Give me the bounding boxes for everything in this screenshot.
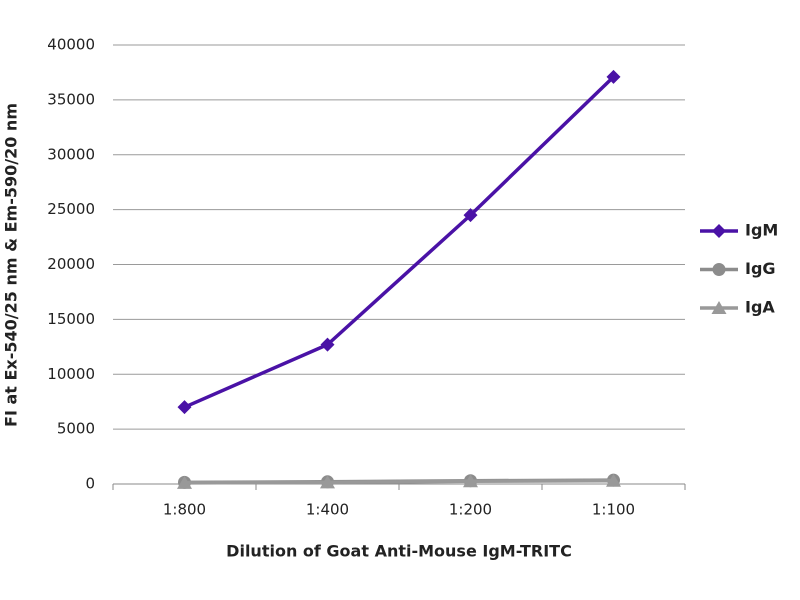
x-tick-label: 1:200	[449, 501, 492, 519]
data-point	[320, 475, 335, 489]
data-point	[606, 473, 621, 487]
series-line	[183, 75, 615, 409]
legend-label: IgA	[745, 298, 775, 317]
data-point	[320, 337, 335, 352]
y-tick-label: 30000	[47, 145, 95, 163]
y-tick-label: 5000	[57, 420, 95, 438]
x-tick-label: 1:800	[163, 501, 206, 519]
series-line	[184, 478, 614, 485]
y-tick-label: 0	[85, 475, 95, 493]
y-tick-label: 15000	[47, 310, 95, 328]
y-tick-label: 20000	[47, 255, 95, 273]
data-point	[177, 400, 192, 415]
legend-marker	[712, 224, 726, 238]
data-point	[177, 475, 192, 489]
legend-marker	[712, 263, 726, 276]
y-tick-label: 25000	[47, 200, 95, 218]
data-point	[463, 474, 478, 488]
legend-label: IgM	[745, 221, 778, 240]
legend-label: IgG	[745, 259, 776, 278]
y-tick-label: 40000	[47, 36, 95, 54]
y-tick-label: 35000	[47, 90, 95, 108]
x-tick-label: 1:400	[306, 501, 349, 519]
data-point	[463, 208, 478, 223]
y-axis-title: FI at Ex-540/25 nm & Em-590/20 nm	[2, 103, 21, 427]
x-tick-label: 1:100	[592, 501, 635, 519]
x-axis-title: Dilution of Goat Anti-Mouse IgM-TRITC	[226, 542, 572, 561]
legend-marker	[711, 301, 727, 314]
data-point	[606, 69, 621, 84]
y-tick-label: 10000	[47, 365, 95, 383]
